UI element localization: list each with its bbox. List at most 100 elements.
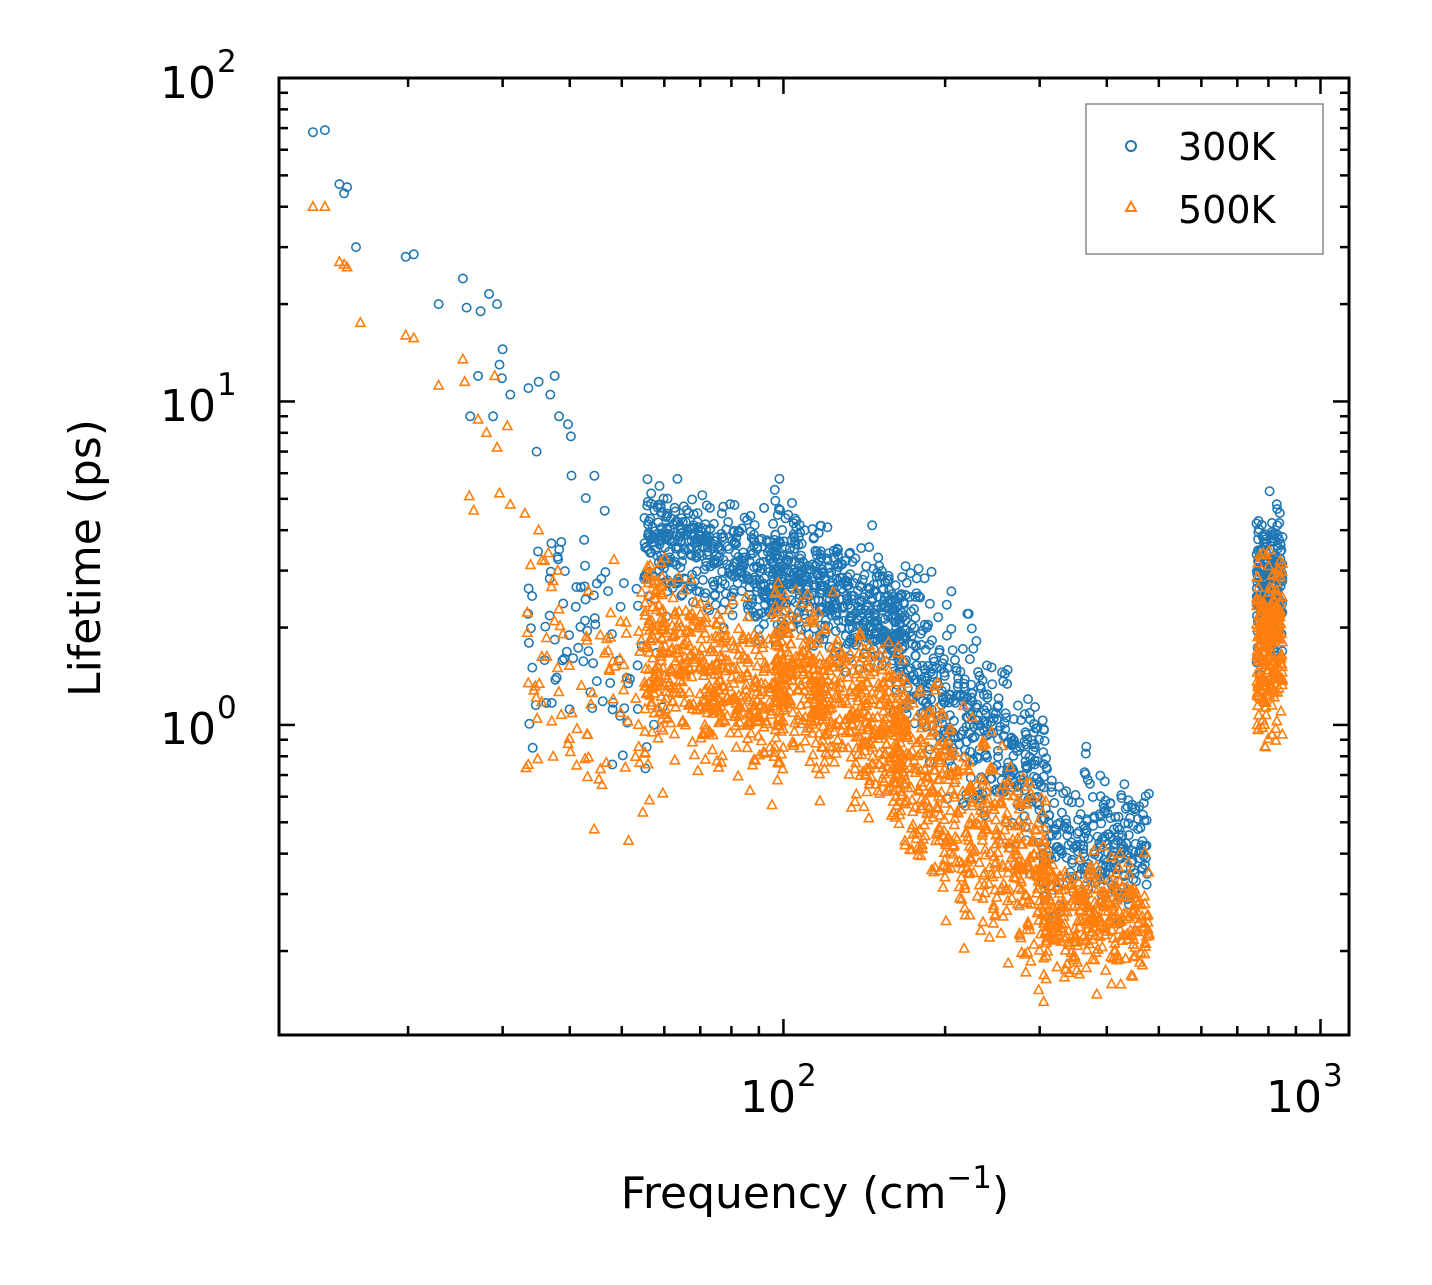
data-point-500k [813,726,825,738]
data-point-500k [768,587,781,599]
data-point-500k [928,679,941,691]
data-point-500k [889,696,902,708]
data-point-500k [1270,606,1283,618]
data-point-500k [799,710,812,722]
data-point-500k [771,773,784,785]
data-point-500k [1137,916,1150,928]
data-point-300k [754,534,765,545]
data-point-500k [552,602,565,614]
data-point-300k [557,655,568,666]
data-point-500k [566,706,579,718]
data-point-500k [646,725,659,737]
data-point-500k [620,626,633,638]
data-point-500k [638,675,651,687]
data-point-300k [588,590,599,601]
data-point-300k [642,496,653,507]
data-point-500k [797,645,810,657]
data-point-500k [885,671,898,683]
data-point-500k [949,856,962,868]
data-point-500k [863,638,876,650]
data-point-500k [847,704,860,716]
data-point-500k [897,653,910,665]
data-point-500k [1254,676,1267,688]
data-point-500k [694,699,707,711]
data-point-500k [891,740,904,752]
data-point-500k [606,654,619,666]
data-point-500k [920,806,933,818]
data-point-300k [665,513,676,524]
data-point-500k [1014,819,1027,831]
data-point-500k [715,695,728,707]
data-point-500k [1253,548,1266,560]
data-point-500k [834,676,847,688]
data-point-300k [900,561,911,572]
data-point-300k [350,242,361,253]
data-point-500k [1109,866,1122,878]
data-point-300k [716,508,727,519]
data-point-500k [1022,915,1034,927]
data-point-500k [953,854,966,866]
data-point-500k [1012,862,1025,874]
data-point-300k [1066,837,1077,848]
data-point-500k [716,713,729,725]
data-point-500k [1269,733,1282,745]
data-point-500k [963,908,976,920]
data-point-500k [542,546,555,558]
data-point-300k [789,532,800,543]
data-point-300k [982,689,993,700]
data-point-500k [749,675,762,687]
data-point-300k [1140,853,1151,864]
data-point-500k [1099,887,1112,899]
data-point-300k [988,707,999,718]
data-point-300k [757,563,768,574]
data-point-500k [979,737,992,749]
data-point-500k [1135,946,1148,958]
data-point-500k [1112,860,1125,872]
data-point-500k [948,790,961,802]
data-point-500k [815,740,828,752]
data-point-500k [1123,884,1136,896]
data-point-500k [894,777,907,789]
data-point-300k [565,431,576,442]
data-point-500k [1261,688,1274,700]
data-point-500k [898,834,911,846]
data-point-500k [792,657,805,669]
data-point-500k [644,558,657,570]
data-point-500k [938,813,951,825]
data-point-300k [941,599,952,610]
data-point-300k [863,582,874,593]
data-point-500k [710,658,723,670]
data-point-500k [777,676,790,688]
data-point-500k [1023,861,1036,873]
data-point-500k [958,941,971,953]
data-point-500k [940,860,953,872]
data-point-500k [1038,854,1051,866]
data-point-500k [658,551,671,563]
data-point-500k [824,653,837,665]
data-point-500k [898,795,911,807]
data-point-500k [989,883,1001,895]
data-point-500k [645,698,658,710]
data-point-500k [783,667,796,679]
data-point-500k [812,631,824,643]
data-point-300k [488,411,499,422]
data-point-300k [1108,839,1119,850]
data-point-500k [765,704,778,716]
data-point-500k [1004,760,1017,772]
data-point-300k [933,612,944,623]
data-point-500k [995,926,1007,938]
data-point-300k [844,616,855,627]
data-point-500k [603,664,616,676]
data-point-500k [856,667,869,679]
data-point-300k [505,389,516,400]
data-point-300k [642,474,653,485]
data-point-300k [946,586,957,597]
data-point-500k [604,630,617,642]
data-point-500k [1121,927,1134,939]
data-point-500k [1002,859,1014,871]
data-point-500k [1032,983,1045,995]
data-point-500k [937,709,950,721]
data-point-300k [998,676,1009,687]
data-point-500k [797,667,810,679]
